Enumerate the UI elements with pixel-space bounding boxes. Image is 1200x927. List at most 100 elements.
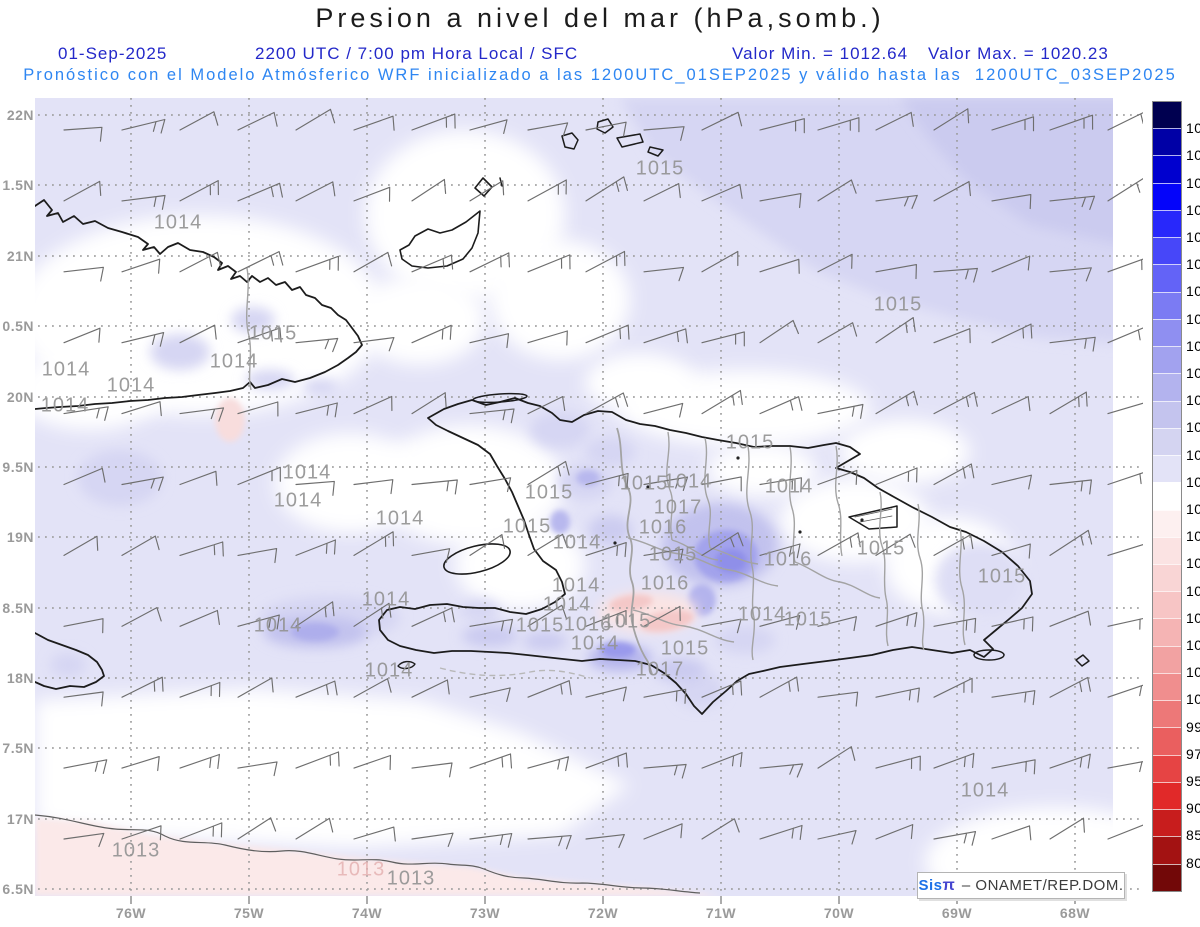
wind-barb — [1107, 824, 1143, 840]
wind-barb — [179, 541, 224, 557]
wind-barb — [759, 763, 804, 778]
wind-barb — [875, 111, 914, 131]
samana-bay-hatch — [854, 508, 893, 523]
colorbar-segment — [1153, 509, 1181, 537]
haiti-dr-border — [616, 427, 653, 675]
wind-barb — [817, 403, 864, 419]
wind-barb — [875, 390, 918, 415]
pressure-shading — [35, 98, 1143, 896]
wind-barb — [63, 759, 108, 774]
wind-barb — [1107, 112, 1143, 131]
wind-barb — [353, 251, 393, 273]
colorbar-segment — [1153, 264, 1181, 292]
wind-barb — [1049, 195, 1096, 210]
colorbar-segment — [1153, 102, 1181, 129]
wind-barb — [179, 407, 225, 422]
wind-barb — [295, 539, 336, 556]
wind-barb — [237, 817, 277, 840]
wind-barb — [1049, 391, 1088, 415]
colorbar-segment — [1153, 291, 1181, 319]
wind-barb — [411, 762, 453, 778]
wind-barb — [295, 255, 339, 273]
lat-lon-grid — [38, 98, 1143, 896]
wind-barb — [643, 605, 681, 627]
wind-barb — [759, 193, 802, 209]
wind-barb — [991, 396, 1031, 415]
hispaniola-coastline — [378, 397, 1033, 715]
wind-barb — [237, 614, 280, 630]
wind-barb — [63, 691, 104, 707]
wind-barb — [121, 676, 164, 698]
wind-barb — [469, 687, 511, 702]
wind-barb — [817, 616, 857, 632]
header-run-info: 2200 UTC / 7:00 pm Hora Local / SFC — [255, 44, 579, 63]
wind-barb — [875, 194, 918, 209]
pressure-colorbar — [1152, 101, 1182, 892]
wind-barb — [121, 194, 166, 210]
contour-1013-line — [35, 814, 701, 894]
gonave-island — [443, 543, 511, 575]
wind-barb — [875, 612, 918, 628]
wind-barb — [121, 118, 166, 134]
wind-barb — [585, 542, 627, 558]
wind-barb — [585, 121, 627, 137]
colorbar-segment — [1153, 346, 1181, 374]
wind-barb — [643, 328, 688, 344]
wind-barb — [1107, 472, 1143, 486]
wind-barb — [1107, 544, 1143, 556]
wind-barb — [643, 126, 685, 141]
wind-barb — [469, 833, 513, 848]
wind-barb — [701, 250, 739, 273]
wind-barb — [701, 532, 744, 556]
wind-barb — [411, 392, 447, 415]
wind-barb — [411, 113, 456, 131]
wind-barb — [411, 254, 454, 273]
page-title: Presion a nivel del mar (hPa,somb.) — [315, 3, 885, 33]
wind-barb — [585, 176, 628, 202]
wind-barb — [759, 118, 805, 134]
wind-barb — [585, 686, 627, 702]
wind-barb — [759, 615, 801, 630]
wind-barb — [121, 476, 164, 491]
wind-barb — [759, 258, 800, 274]
great-inagua-island — [399, 210, 481, 269]
wind-barb — [933, 391, 978, 415]
wind-barb — [875, 687, 920, 703]
colorbar-segment — [1153, 591, 1181, 619]
wind-barb — [63, 180, 102, 202]
wind-barb — [991, 323, 1033, 344]
cuba-coastline — [35, 199, 363, 410]
wind-barb — [1107, 327, 1143, 344]
wind-barb — [817, 322, 858, 344]
wind-barb — [817, 532, 861, 556]
wind-barb — [295, 108, 336, 131]
colorbar-segment — [1153, 482, 1181, 510]
colorbar-segment — [1153, 209, 1181, 238]
wind-barb — [701, 476, 742, 492]
wind-barb — [991, 255, 1031, 273]
wind-barb — [527, 330, 568, 346]
wind-barb — [1107, 618, 1143, 630]
header-valor-max: Valor Max. = 1020.23 — [928, 44, 1109, 63]
wind-barb — [933, 463, 975, 486]
colorbar-segment — [1153, 618, 1181, 646]
colorbar-segment — [1153, 373, 1181, 401]
wind-barb — [1049, 336, 1096, 352]
wind-barb — [237, 111, 278, 131]
wind-barb — [759, 396, 803, 415]
sispi-logo-text: Sis — [918, 877, 943, 894]
wind-barb — [701, 752, 743, 769]
wind-barb — [759, 543, 801, 559]
wind-barb — [643, 823, 683, 840]
wind-barb — [991, 759, 1036, 775]
wind-barb — [875, 467, 918, 486]
wind-barb — [643, 402, 684, 418]
wind-barb — [237, 401, 279, 417]
wind-barb — [63, 327, 101, 344]
wind-barb — [875, 755, 921, 771]
wind-barb — [701, 618, 742, 634]
wind-barb — [875, 317, 916, 344]
wind-barb — [933, 181, 971, 202]
wind-barb — [759, 319, 799, 344]
wind-barb — [643, 476, 689, 491]
